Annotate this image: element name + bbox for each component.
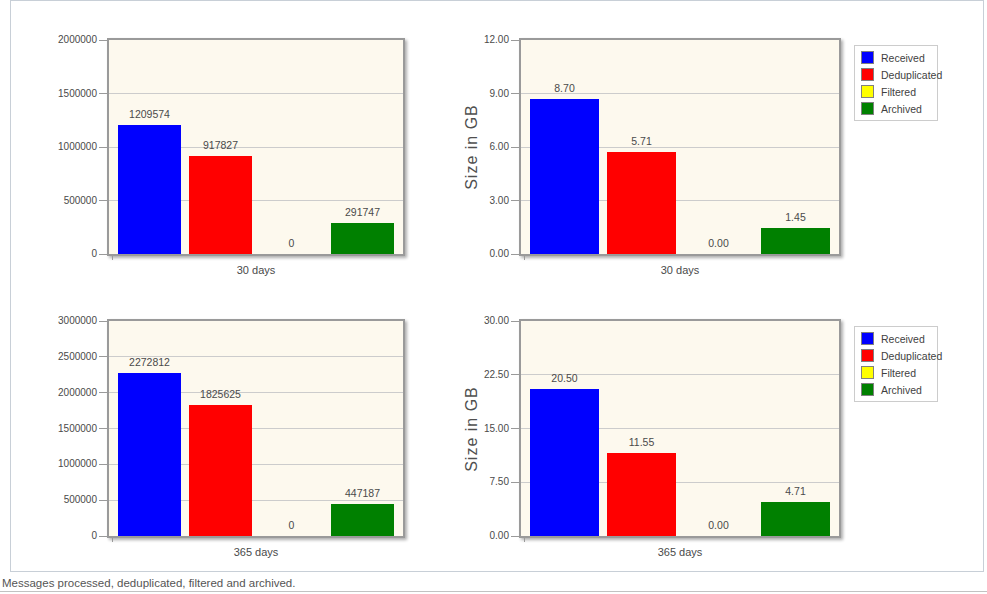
legend-item: Filtered: [861, 85, 931, 98]
y-axis-tick: [511, 40, 519, 41]
y-axis-tick: [511, 254, 519, 255]
legend-item: Archived: [861, 102, 931, 115]
y-axis-tick: [99, 321, 107, 322]
bar-value-label: 0: [240, 519, 343, 531]
legend-swatch-filtered: [861, 85, 874, 98]
bar-archived: [761, 228, 830, 254]
y-axis-tick: [511, 482, 519, 483]
bar-value-label: 1825625: [169, 388, 272, 400]
y-axis-tick: [99, 500, 107, 501]
legend-swatch-archived: [861, 102, 874, 115]
bar-value-label: 0.00: [664, 519, 773, 531]
y-axis-tick-label: 0: [30, 248, 97, 260]
legend-label: Deduplicated: [881, 69, 942, 81]
legend-item: Archived: [861, 383, 931, 396]
y-axis-tick-label: 2000000: [30, 387, 97, 399]
x-axis-label: 365 days: [107, 546, 405, 558]
legend-label: Received: [881, 333, 925, 345]
bar-value-label: 917827: [169, 139, 272, 151]
y-axis-tick: [511, 200, 519, 201]
legend-swatch-received: [861, 51, 874, 64]
y-axis-tick-label: 500000: [30, 494, 97, 506]
report-frame: 0 500000 1000000 1500000 2000000 1209574 91782…: [10, 0, 984, 572]
legend-item: Deduplicated: [861, 349, 931, 362]
y-axis-tick: [99, 428, 107, 429]
report-caption: Messages processed, deduplicated, filter…: [2, 577, 295, 589]
y-axis-tick: [99, 93, 107, 94]
bar-archived: [331, 223, 394, 254]
bar-value-label: 0: [240, 237, 343, 249]
y-axis-tick: [99, 40, 107, 41]
x-axis-label: 365 days: [519, 546, 841, 558]
y-axis-tick-label: 1000000: [30, 458, 97, 470]
chart-legend: Received Deduplicated Filtered Archived: [854, 45, 938, 121]
y-axis-tick: [99, 200, 107, 201]
y-axis-tick: [99, 392, 107, 393]
bar-received: [530, 389, 599, 536]
bar-value-label: 1209574: [98, 108, 201, 120]
bar-value-label: 20.50: [510, 372, 619, 384]
y-axis-tick-label: 1500000: [30, 423, 97, 435]
legend-label: Deduplicated: [881, 350, 942, 362]
y-axis-tick-label: 500000: [30, 195, 97, 207]
legend-label: Archived: [881, 103, 922, 115]
y-axis-tick: [511, 536, 519, 537]
y-axis-tick: [99, 254, 107, 255]
y-axis-tick: [511, 147, 519, 148]
y-axis-tick: [511, 428, 519, 429]
y-axis-tick-label: 1500000: [30, 88, 97, 100]
x-axis-label: 30 days: [107, 264, 405, 276]
y-axis-tick: [511, 321, 519, 322]
y-axis-tick: [99, 147, 107, 148]
legend-item: Received: [861, 51, 931, 64]
y-axis-title: Size in GB: [457, 319, 487, 538]
legend-label: Filtered: [881, 367, 916, 379]
bottom-divider: [0, 591, 987, 592]
y-axis-tick: [99, 536, 107, 537]
y-axis-tick-label: 3000000: [30, 315, 97, 327]
legend-label: Archived: [881, 384, 922, 396]
legend-swatch-archived: [861, 383, 874, 396]
legend-swatch-deduplicated: [861, 68, 874, 81]
bar-value-label: 8.70: [510, 82, 619, 94]
bar-value-label: 2272812: [98, 356, 201, 368]
gridline: [109, 93, 403, 94]
y-axis-title: Size in GB: [457, 38, 487, 256]
chart-legend: Received Deduplicated Filtered Archived: [854, 326, 938, 402]
bar-value-label: 447187: [311, 487, 414, 499]
bar-value-label: 5.71: [587, 135, 696, 147]
legend-item: Deduplicated: [861, 68, 931, 81]
bar-value-label: 1.45: [741, 211, 850, 223]
bar-chart-messages-365-days: 0500000100000015000002000000250000030000…: [107, 319, 405, 538]
bar-value-label: 291747: [311, 206, 414, 218]
bar-archived: [761, 502, 830, 536]
x-axis-label: 30 days: [519, 264, 841, 276]
bar-chart-size-gb-365-days: 0.007.5015.0022.5030.0020.5011.550.004.7…: [519, 319, 841, 538]
legend-item: Filtered: [861, 366, 931, 379]
bar-chart-messages-30-days: 0500000100000015000002000000120957491782…: [107, 38, 405, 256]
bar-archived: [331, 504, 394, 536]
bar-value-label: 4.71: [741, 485, 850, 497]
legend-swatch-received: [861, 332, 874, 345]
legend-item: Received: [861, 332, 931, 345]
y-axis-tick-label: 2000000: [30, 34, 97, 46]
y-axis-title-text: Size in GB: [463, 104, 481, 190]
bar-chart-size-gb-30-days: 0.003.006.009.0012.008.705.710.001.45: [519, 38, 841, 256]
bar-received: [530, 99, 599, 254]
y-axis-tick: [99, 464, 107, 465]
legend-label: Filtered: [881, 86, 916, 98]
bar-value-label: 0.00: [664, 237, 773, 249]
legend-swatch-deduplicated: [861, 349, 874, 362]
legend-swatch-filtered: [861, 366, 874, 379]
legend-label: Received: [881, 52, 925, 64]
y-axis-title-text: Size in GB: [463, 386, 481, 472]
y-axis-tick-label: 0: [30, 530, 97, 542]
bar-value-label: 11.55: [587, 436, 696, 448]
y-axis-tick-label: 2500000: [30, 351, 97, 363]
y-axis-tick-label: 1000000: [30, 141, 97, 153]
bar-deduplicated: [189, 405, 252, 536]
